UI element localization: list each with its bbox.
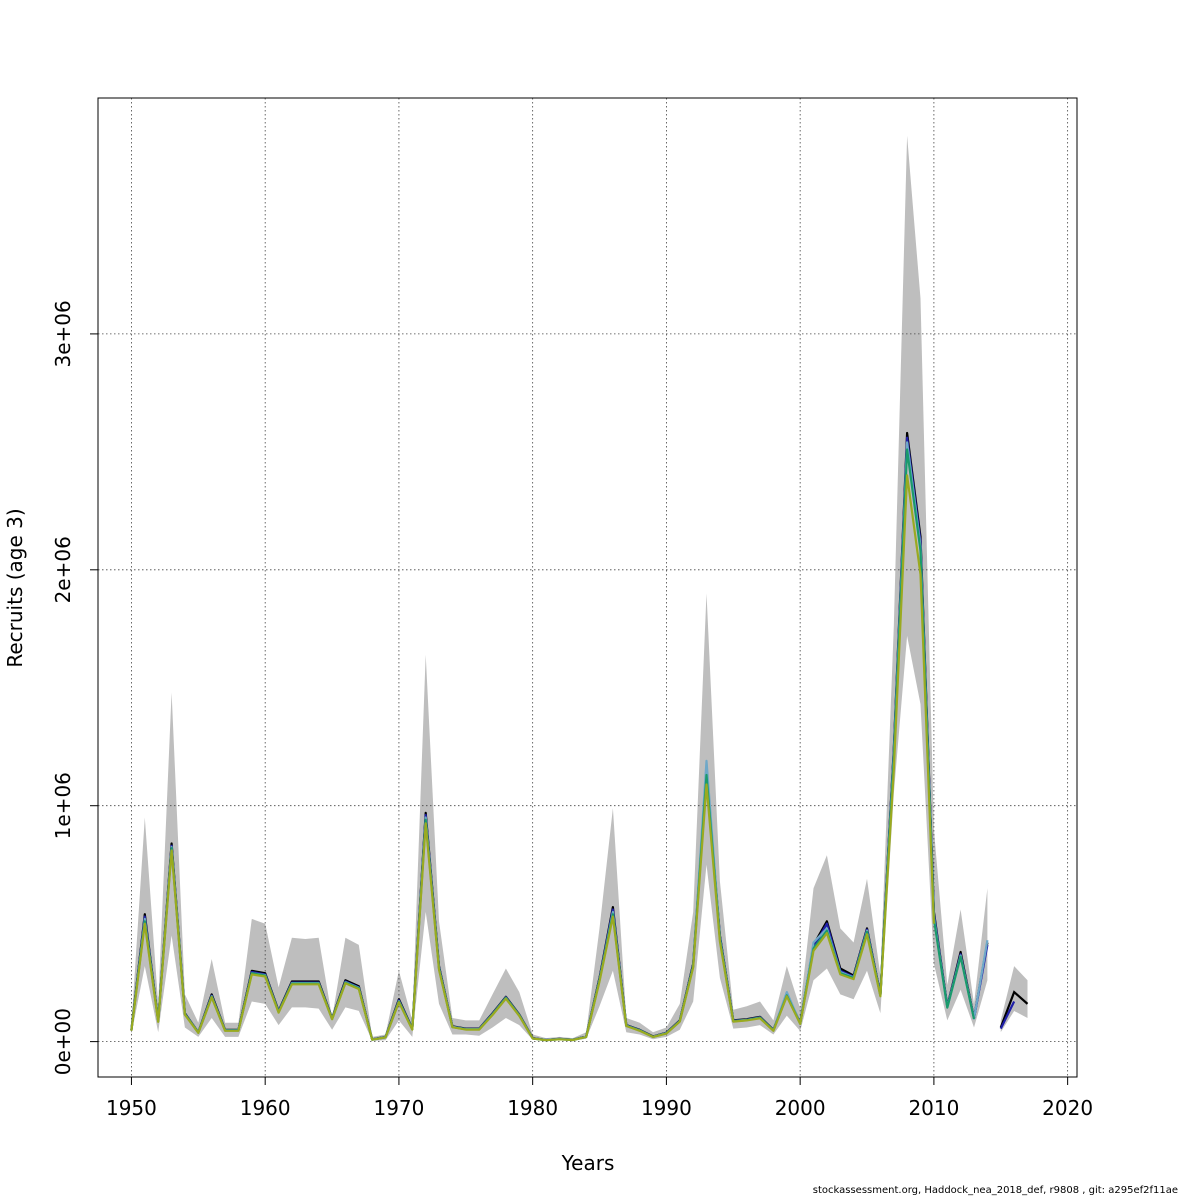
- confidence-band-layer: [131, 135, 1028, 1041]
- grid-layer: [98, 98, 1077, 1077]
- x-tick-label: 1960: [240, 1096, 291, 1120]
- y-tick-label: 1e+06: [51, 772, 75, 839]
- confidence-band: [131, 135, 988, 1041]
- x-axis-title: Years: [561, 1151, 615, 1175]
- x-tick-label: 2020: [1042, 1096, 1093, 1120]
- x-tick-label: 1980: [507, 1096, 558, 1120]
- series-tail-1: [999, 990, 1029, 1028]
- y-tick-label: 2e+06: [51, 536, 75, 603]
- plot-frame: [97, 97, 1078, 1078]
- series-line-5: [130, 474, 935, 1042]
- x-tick-label: 2010: [908, 1096, 959, 1120]
- x-tick-label: 1990: [641, 1096, 692, 1120]
- y-tick-label: 3e+06: [51, 300, 75, 367]
- series-tail-2: [999, 1001, 1016, 1030]
- footer-credit: stockassessment.org, Haddock_nea_2018_de…: [812, 1185, 1178, 1196]
- axis-layer: 1950 1960 1970 1980 1990 2000 2010 2020 0e+00 1e+…: [51, 300, 1093, 1120]
- x-tick-label: 2000: [775, 1096, 826, 1120]
- series-layer: [130, 431, 1029, 1042]
- y-axis-title: Recruits (age 3): [3, 508, 27, 667]
- x-tick-label: 1950: [106, 1096, 157, 1120]
- y-tick-label: 0e+00: [51, 1008, 75, 1075]
- x-tick-label: 1970: [373, 1096, 424, 1120]
